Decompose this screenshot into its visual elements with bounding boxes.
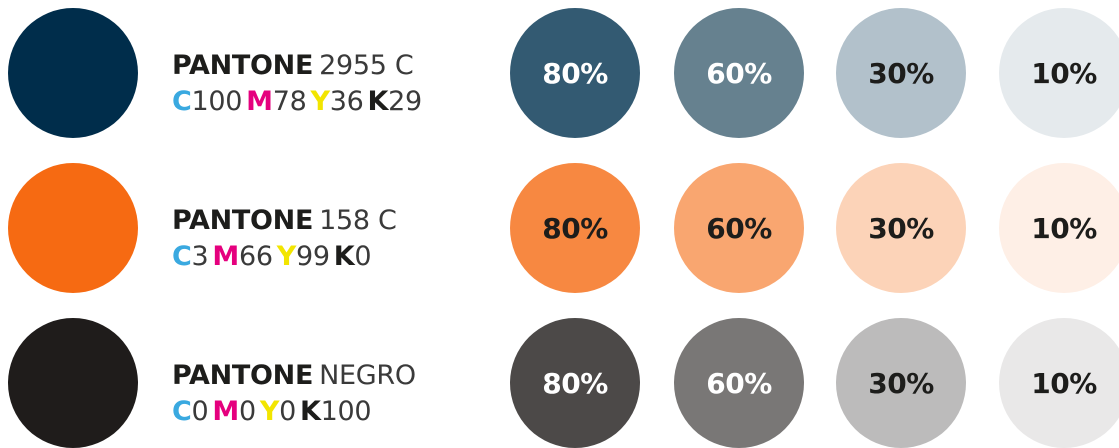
cmyk-m-letter: M xyxy=(212,396,239,427)
cmyk-k-value: 29 xyxy=(388,86,422,117)
cmyk-c-value: 100 xyxy=(191,86,243,117)
color-specification: PANTONE NEGRO C0 M0 Y0 K100 xyxy=(172,358,492,430)
primary-color-swatch xyxy=(8,163,138,293)
color-row-navy: PANTONE 2955 C C100 M78 Y36 K29 80% 60% 30% … xyxy=(0,8,1119,138)
tint-swatch-10: 10% xyxy=(999,8,1119,138)
cmyk-c-value: 0 xyxy=(191,396,209,427)
pantone-brand: PANTONE xyxy=(172,50,314,81)
tint-swatch-60: 60% xyxy=(674,8,804,138)
cmyk-m-letter: M xyxy=(212,241,239,272)
cmyk-values: C0 M0 Y0 K100 xyxy=(172,394,492,430)
cmyk-y-value: 0 xyxy=(279,396,297,427)
cmyk-c-letter: C xyxy=(172,86,192,117)
cmyk-k-letter: K xyxy=(333,241,355,272)
color-specification: PANTONE 158 C C3 M66 Y99 K0 xyxy=(172,203,492,275)
cmyk-m-value: 0 xyxy=(238,396,256,427)
tint-swatch-60: 60% xyxy=(674,163,804,293)
pantone-code: NEGRO xyxy=(319,360,416,391)
cmyk-y-value: 99 xyxy=(296,241,330,272)
color-specification: PANTONE 2955 C C100 M78 Y36 K29 xyxy=(172,48,492,120)
primary-color-swatch xyxy=(8,8,138,138)
cmyk-k-value: 100 xyxy=(320,396,372,427)
pantone-name: PANTONE 2955 C xyxy=(172,48,492,84)
pantone-code: 2955 C xyxy=(319,50,414,81)
tint-swatch-60: 60% xyxy=(674,318,804,448)
cmyk-k-value: 0 xyxy=(354,241,372,272)
cmyk-y-letter: Y xyxy=(310,86,331,117)
tint-swatch-80: 80% xyxy=(510,318,640,448)
tint-swatch-10: 10% xyxy=(999,163,1119,293)
pantone-name: PANTONE 158 C xyxy=(172,203,492,239)
tint-swatch-30: 30% xyxy=(836,163,966,293)
cmyk-values: C100 M78 Y36 K29 xyxy=(172,84,492,120)
cmyk-y-letter: Y xyxy=(259,396,280,427)
tint-swatch-30: 30% xyxy=(836,8,966,138)
tint-swatch-30: 30% xyxy=(836,318,966,448)
color-row-orange: PANTONE 158 C C3 M66 Y99 K0 80% 60% 30% 10% xyxy=(0,163,1119,293)
color-row-black: PANTONE NEGRO C0 M0 Y0 K100 80% 60% 30% 10% xyxy=(0,318,1119,448)
cmyk-c-value: 3 xyxy=(191,241,209,272)
cmyk-m-letter: M xyxy=(246,86,273,117)
tint-swatch-80: 80% xyxy=(510,8,640,138)
cmyk-k-letter: K xyxy=(300,396,321,427)
cmyk-c-letter: C xyxy=(172,241,192,272)
primary-color-swatch xyxy=(8,318,138,448)
pantone-brand: PANTONE xyxy=(172,360,314,391)
pantone-code: 158 C xyxy=(319,205,397,236)
cmyk-m-value: 66 xyxy=(238,241,273,272)
tint-swatch-80: 80% xyxy=(510,163,640,293)
pantone-name: PANTONE NEGRO xyxy=(172,358,492,394)
cmyk-m-value: 78 xyxy=(272,86,307,117)
cmyk-y-letter: Y xyxy=(276,241,297,272)
cmyk-k-letter: K xyxy=(367,86,389,117)
tint-swatch-10: 10% xyxy=(999,318,1119,448)
pantone-brand: PANTONE xyxy=(172,205,314,236)
cmyk-c-letter: C xyxy=(172,396,192,427)
cmyk-y-value: 36 xyxy=(329,86,364,117)
cmyk-values: C3 M66 Y99 K0 xyxy=(172,239,492,275)
